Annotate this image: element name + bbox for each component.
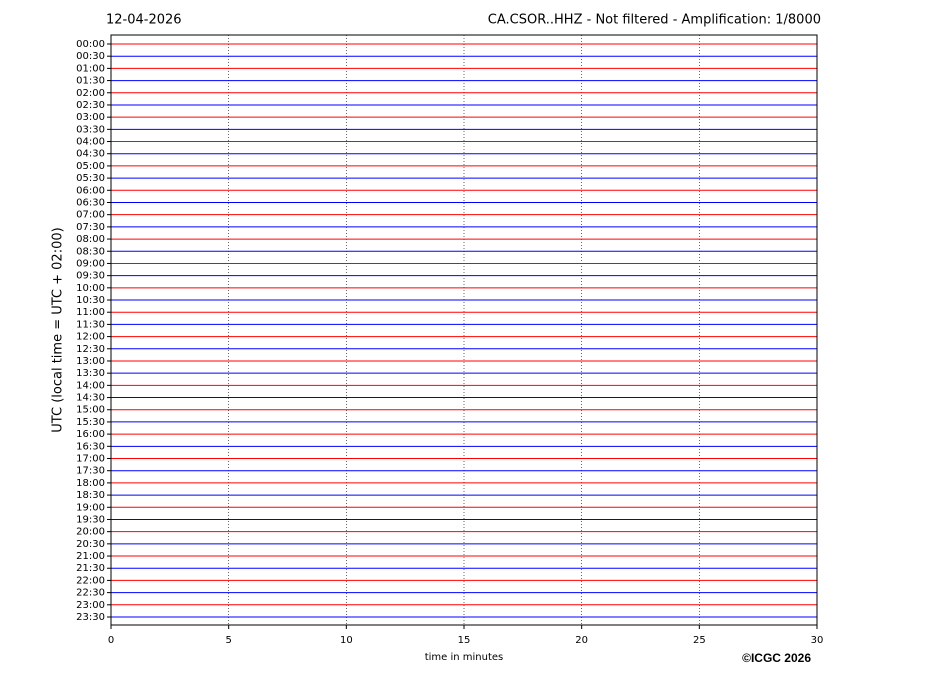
y-tick-label: 01:00 — [76, 63, 105, 74]
y-tick-label: 23:00 — [76, 600, 105, 611]
y-tick-label: 21:30 — [76, 563, 105, 574]
y-tick-label: 19:30 — [76, 514, 105, 525]
y-tick-label: 13:30 — [76, 368, 105, 379]
y-tick-label: 07:30 — [76, 222, 105, 233]
y-tick-label: 18:30 — [76, 490, 105, 501]
y-tick-label: 20:30 — [76, 539, 105, 550]
chart-title: CA.CSOR..HHZ - Not filtered - Amplificat… — [488, 13, 821, 28]
y-tick-label: 10:00 — [76, 283, 105, 294]
y-tick-label: 21:00 — [76, 551, 105, 562]
y-tick-label: 06:30 — [76, 197, 105, 208]
y-tick-label: 08:30 — [76, 246, 105, 257]
plot-frame — [110, 34, 818, 626]
y-tick-label: 09:30 — [76, 271, 105, 282]
y-tick-label: 13:00 — [76, 356, 105, 367]
y-tick-label: 00:30 — [76, 51, 105, 62]
y-tick-label: 09:00 — [76, 258, 105, 269]
y-tick-label: 18:00 — [76, 478, 105, 489]
y-tick-label: 02:00 — [76, 88, 105, 99]
y-tick-label: 06:00 — [76, 185, 105, 196]
y-axis-label: UTC (local time = UTC + 02:00) — [51, 227, 66, 432]
y-tick-label: 11:00 — [76, 307, 105, 318]
y-tick-label: 22:00 — [76, 575, 105, 586]
y-tick-label: 20:00 — [76, 527, 105, 538]
y-tick-label: 17:30 — [76, 466, 105, 477]
y-tick-label: 15:30 — [76, 417, 105, 428]
y-tick-label: 07:00 — [76, 210, 105, 221]
y-tick-label: 11:30 — [76, 319, 105, 330]
y-tick-label: 12:30 — [76, 344, 105, 355]
x-tick-label: 25 — [693, 635, 706, 646]
x-tick-label: 5 — [225, 635, 231, 646]
y-tick-label: 16:00 — [76, 429, 105, 440]
y-tick-label: 14:30 — [76, 393, 105, 404]
x-tick-label: 10 — [340, 635, 353, 646]
y-tick-label: 02:30 — [76, 100, 105, 111]
y-tick-label: 03:30 — [76, 124, 105, 135]
y-tick-label: 12:00 — [76, 332, 105, 343]
y-tick-label: 17:00 — [76, 454, 105, 465]
y-tick-label: 23:30 — [76, 612, 105, 623]
credit: ©ICGC 2026 — [742, 651, 811, 665]
x-tick-label: 20 — [575, 635, 588, 646]
x-tick-label: 0 — [108, 635, 114, 646]
y-tick-label: 00:00 — [76, 39, 105, 50]
date-title: 12-04-2026 — [106, 13, 182, 28]
y-tick-label: 03:00 — [76, 112, 105, 123]
x-axis-label: time in minutes — [425, 652, 504, 663]
y-tick-label: 05:30 — [76, 173, 105, 184]
y-tick-label: 22:30 — [76, 588, 105, 599]
y-tick-label: 05:00 — [76, 161, 105, 172]
y-tick-label: 10:30 — [76, 295, 105, 306]
y-tick-label: 08:00 — [76, 234, 105, 245]
x-tick-label: 30 — [811, 635, 824, 646]
x-tick-label: 15 — [458, 635, 471, 646]
y-tick-label: 04:00 — [76, 137, 105, 148]
y-tick-label: 04:30 — [76, 149, 105, 160]
y-tick-label: 19:00 — [76, 502, 105, 513]
y-tick-label: 16:30 — [76, 441, 105, 452]
y-tick-label: 15:00 — [76, 405, 105, 416]
y-tick-label: 01:30 — [76, 76, 105, 87]
y-tick-label: 14:00 — [76, 380, 105, 391]
